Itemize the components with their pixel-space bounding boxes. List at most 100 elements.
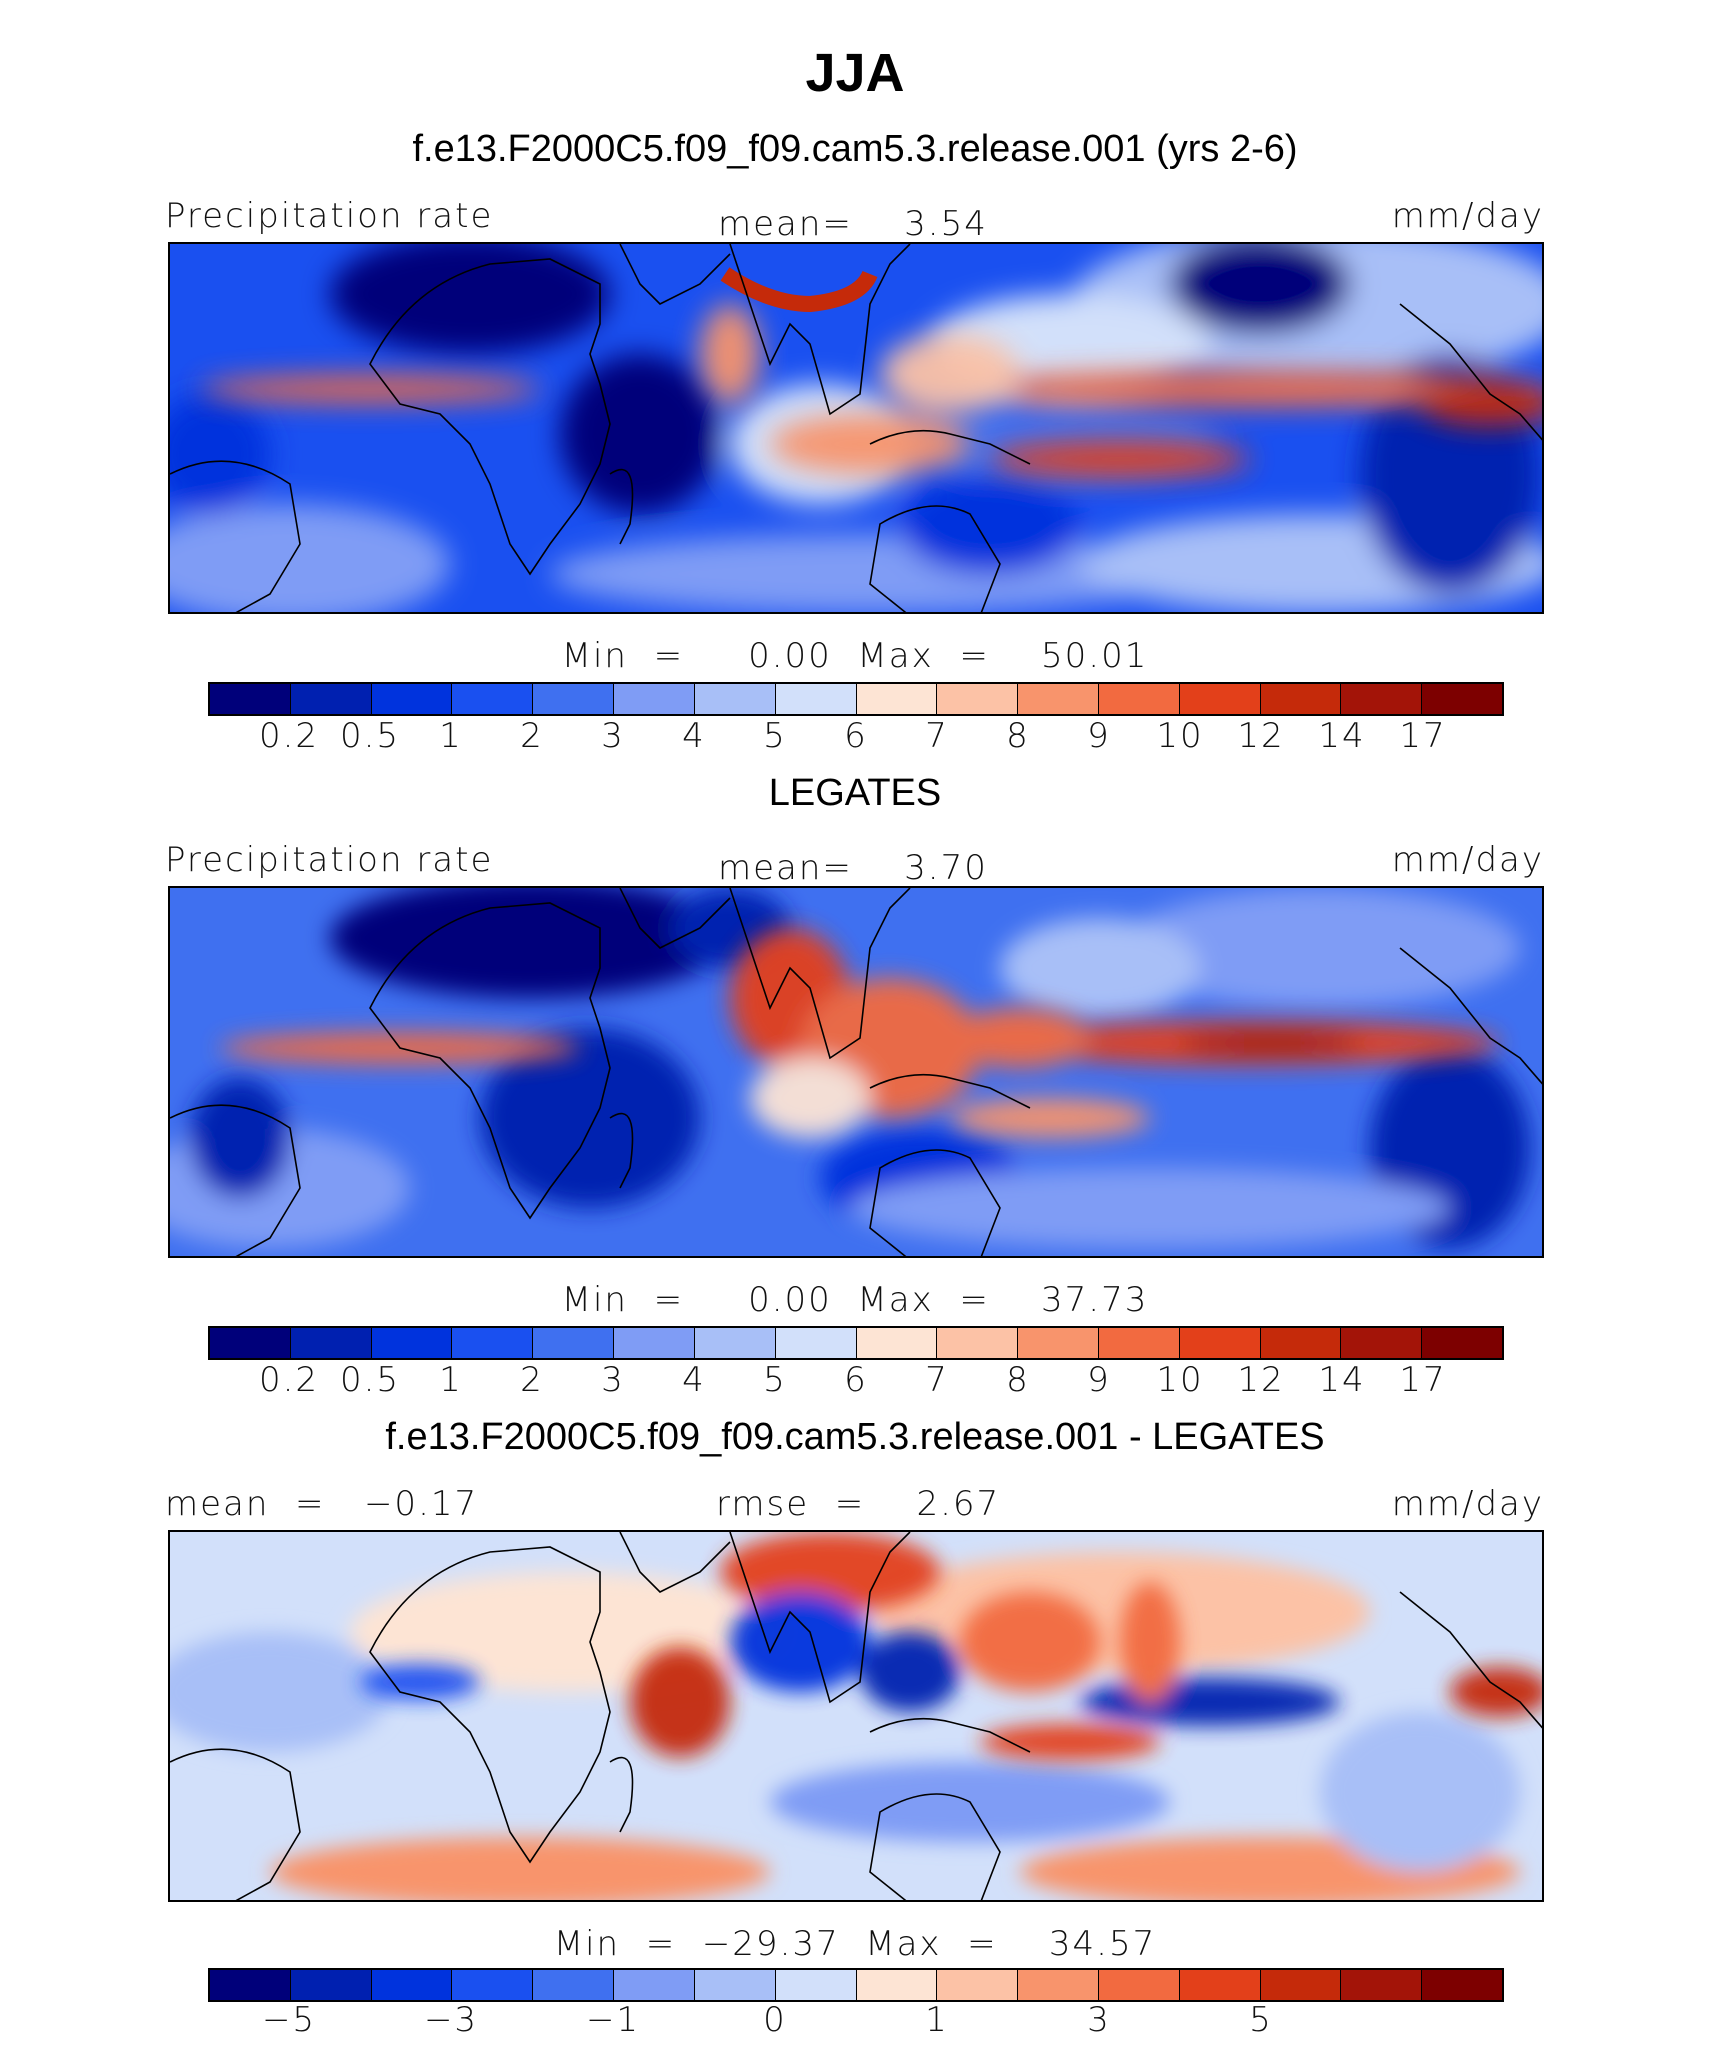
panel-2-colorbar-ticks: 0.2 0.5 1 2 3 4 5 6 7 8 9 10 12 14 17 xyxy=(208,1360,1504,1406)
colorbar-tick-label: 17 xyxy=(1399,716,1447,756)
colorbar-tick-label: 0 xyxy=(763,2000,787,2040)
colorbar-tick-label: 0.5 xyxy=(339,716,401,756)
colorbar-segment xyxy=(210,1970,291,2000)
colorbar-tick-label: 1 xyxy=(439,716,463,756)
colorbar-tick-label: 5 xyxy=(763,716,787,756)
colorbar-segment xyxy=(1341,1970,1423,2000)
colorbar-segment xyxy=(1341,1328,1423,1358)
colorbar-tick-label: 0.5 xyxy=(339,1360,401,1400)
colorbar-segment xyxy=(694,1970,776,2000)
colorbar-tick-label: 3 xyxy=(601,716,625,756)
colorbar-segment xyxy=(856,1970,938,2000)
panel-1-colorbar xyxy=(208,682,1504,716)
colorbar-segment xyxy=(1422,1328,1502,1358)
colorbar-tick-label: 5 xyxy=(1249,2000,1273,2040)
panel-3-colorbar-ticks: −5 −3 −1 0 1 3 5 xyxy=(208,2000,1504,2046)
colorbar-tick-label: 0.2 xyxy=(258,1360,320,1400)
colorbar-segment xyxy=(1260,1970,1342,2000)
colorbar-segment xyxy=(937,1970,1019,2000)
colorbar-tick-label: 12 xyxy=(1237,1360,1285,1400)
colorbar-segment xyxy=(614,1970,695,2000)
panel-2-min-max: Min = 0.00 Max = 37.73 xyxy=(561,1280,1149,1320)
panel-3-map xyxy=(168,1530,1544,1902)
colorbar-segment xyxy=(614,684,695,714)
colorbar-segment xyxy=(371,1970,453,2000)
colorbar-segment xyxy=(1260,1328,1342,1358)
colorbar-segment xyxy=(694,1328,776,1358)
colorbar-segment xyxy=(1341,684,1423,714)
colorbar-segment xyxy=(1018,684,1099,714)
colorbar-segment xyxy=(452,1328,534,1358)
colorbar-segment xyxy=(210,684,291,714)
panel-2-heading: LEGATES xyxy=(768,772,942,814)
colorbar-segment xyxy=(856,684,938,714)
colorbar-tick-label: 10 xyxy=(1156,1360,1204,1400)
colorbar-segment xyxy=(1098,1328,1180,1358)
colorbar-segment xyxy=(452,684,534,714)
colorbar-tick-label: 1 xyxy=(439,1360,463,1400)
colorbar-segment xyxy=(937,684,1019,714)
colorbar-segment xyxy=(533,1970,615,2000)
colorbar-segment xyxy=(452,1970,534,2000)
colorbar-tick-label: −1 xyxy=(585,2000,641,2040)
colorbar-segment xyxy=(1098,1970,1180,2000)
colorbar-segment xyxy=(210,1328,291,1358)
colorbar-tick-label: 14 xyxy=(1318,1360,1366,1400)
colorbar-tick-label: 3 xyxy=(1087,2000,1111,2040)
colorbar-tick-label: −5 xyxy=(261,2000,317,2040)
colorbar-tick-label: 2 xyxy=(520,1360,544,1400)
colorbar-segment xyxy=(775,684,857,714)
colorbar-segment xyxy=(290,1328,372,1358)
colorbar-tick-label: 12 xyxy=(1237,716,1285,756)
colorbar-segment xyxy=(1098,684,1180,714)
colorbar-tick-label: 14 xyxy=(1318,716,1366,756)
colorbar-segment xyxy=(1260,684,1342,714)
colorbar-segment xyxy=(371,1328,453,1358)
colorbar-tick-label: 8 xyxy=(1006,1360,1030,1400)
colorbar-segment xyxy=(1179,684,1261,714)
colorbar-tick-label: 4 xyxy=(682,1360,706,1400)
colorbar-tick-label: 9 xyxy=(1087,1360,1111,1400)
panel-1-units-label: mm/day xyxy=(1391,196,1544,236)
panel-2-mean-label: mean= 3.70 xyxy=(718,848,988,888)
colorbar-segment xyxy=(1018,1970,1099,2000)
colorbar-tick-label: 0.2 xyxy=(258,716,320,756)
colorbar-segment xyxy=(1422,684,1502,714)
panel-3-heading: f.e13.F2000C5.f09_f09.cam5.3.release.001… xyxy=(385,1416,1325,1458)
colorbar-tick-label: 7 xyxy=(925,1360,949,1400)
panel-2-colorbar xyxy=(208,1326,1504,1360)
colorbar-segment xyxy=(1422,1970,1502,2000)
panel-1-min-max: Min = 0.00 Max = 50.01 xyxy=(561,636,1149,676)
colorbar-segment xyxy=(371,684,453,714)
colorbar-segment xyxy=(1179,1970,1261,2000)
colorbar-tick-label: 6 xyxy=(844,716,868,756)
colorbar-segment xyxy=(533,684,615,714)
colorbar-tick-label: 2 xyxy=(520,716,544,756)
colorbar-tick-label: 10 xyxy=(1156,716,1204,756)
panel-3-colorbar xyxy=(208,1968,1504,2002)
colorbar-tick-label: 7 xyxy=(925,716,949,756)
colorbar-tick-label: 4 xyxy=(682,716,706,756)
colorbar-tick-label: 6 xyxy=(844,1360,868,1400)
colorbar-tick-label: 5 xyxy=(763,1360,787,1400)
panel-1-variable-label: Precipitation rate xyxy=(165,196,494,236)
colorbar-tick-label: 9 xyxy=(1087,716,1111,756)
colorbar-tick-label: 8 xyxy=(1006,716,1030,756)
panel-1-heading: f.e13.F2000C5.f09_f09.cam5.3.release.001… xyxy=(412,128,1298,170)
panel-1-mean-label: mean= 3.54 xyxy=(718,204,988,244)
panel-2-map xyxy=(168,886,1544,1258)
panel-3-mean-label: mean = −0.17 xyxy=(165,1484,479,1524)
colorbar-segment xyxy=(1179,1328,1261,1358)
colorbar-segment xyxy=(775,1970,857,2000)
panel-3-min-max: Min = −29.37 Max = 34.57 xyxy=(553,1924,1157,1964)
panel-1-map xyxy=(168,242,1544,614)
colorbar-segment xyxy=(856,1328,938,1358)
panel-1-colorbar-ticks: 0.2 0.5 1 2 3 4 5 6 7 8 9 10 12 14 17 xyxy=(208,716,1504,762)
colorbar-segment xyxy=(290,1970,372,2000)
colorbar-segment xyxy=(694,684,776,714)
page-title: JJA xyxy=(805,43,905,103)
colorbar-tick-label: 1 xyxy=(925,2000,949,2040)
colorbar-tick-label: 3 xyxy=(601,1360,625,1400)
colorbar-segment xyxy=(533,1328,615,1358)
panel-2-units-label: mm/day xyxy=(1391,840,1544,880)
